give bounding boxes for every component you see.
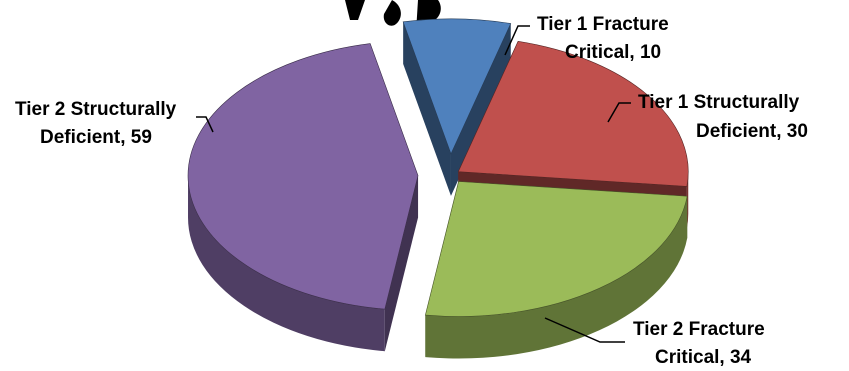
label-tier2-fracture-line2: Critical, 34 — [655, 347, 752, 368]
leader-tier2-sd — [196, 116, 214, 133]
label-tier2-fracture-line1: Tier 2 Fracture — [633, 319, 765, 340]
slice-top-t2fc — [424, 181, 688, 317]
label-tier1-structurally-deficient: Tier 1 Structurally Deficient, 30 — [607, 92, 808, 142]
label-tier1-sd-line1: Tier 1 Structurally — [638, 92, 800, 113]
label-tier1-fracture-line2: Critical, 10 — [565, 42, 661, 63]
label-tier1-fracture-line1: Tier 1 Fracture — [537, 14, 669, 35]
leader-tier1-fracture — [504, 25, 530, 56]
slice-outer-wall — [425, 196, 688, 359]
slice-outer-wall — [188, 175, 385, 352]
label-tier2-fracture-critical: Tier 2 Fracture Critical, 34 — [544, 317, 765, 368]
slice-side-face — [403, 21, 451, 196]
data-labels: Tier 1 Fracture Critical, 10 Tier 1 Stru… — [15, 14, 808, 368]
slice-t1fc — [403, 21, 511, 196]
slice-top-t1sd — [457, 40, 689, 187]
slice-top-t1fc — [402, 18, 512, 155]
label-tier2-sd-line2: Deficient, 59 — [40, 127, 152, 148]
label-tier1-fracture-critical: Tier 1 Fracture Critical, 10 — [504, 14, 669, 63]
slice-side-face — [384, 175, 419, 352]
slice-top-t2sd — [187, 43, 419, 310]
leader-tier2-fracture — [544, 317, 625, 343]
label-tier2-sd-line1: Tier 2 Structurally — [15, 99, 177, 120]
label-tier2-structurally-deficient: Tier 2 Structurally Deficient, 59 — [15, 99, 214, 148]
slice-side-face — [450, 23, 511, 196]
label-tier1-sd-line2: Deficient, 30 — [696, 121, 808, 142]
leader-tier1-sd — [607, 102, 631, 123]
pie-slices — [187, 18, 689, 317]
